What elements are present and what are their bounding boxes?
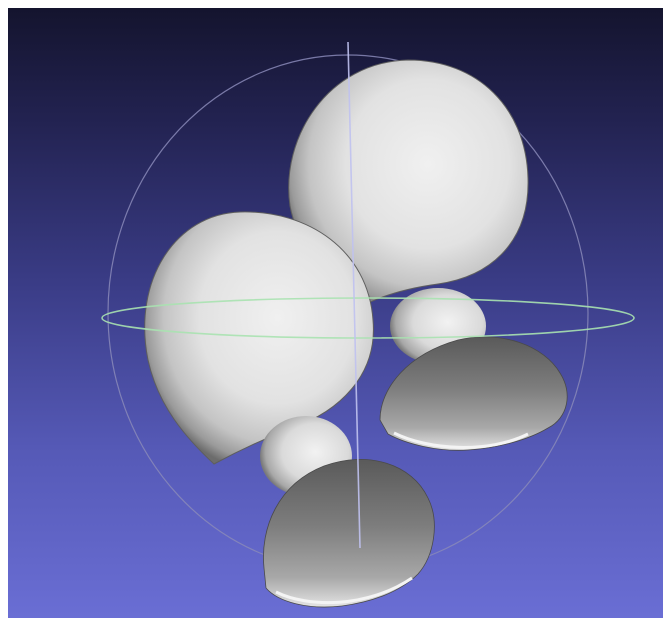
cap-front — [263, 459, 435, 608]
horizontal-ring — [101, 297, 635, 339]
cap-front-rim — [275, 576, 413, 605]
cap-back — [379, 336, 568, 451]
3d-viewport[interactable] — [8, 8, 663, 618]
cap-back-rim — [393, 431, 529, 449]
sphere-large-back — [288, 59, 529, 309]
vertical-axis — [347, 41, 361, 549]
scene-render — [101, 41, 635, 608]
